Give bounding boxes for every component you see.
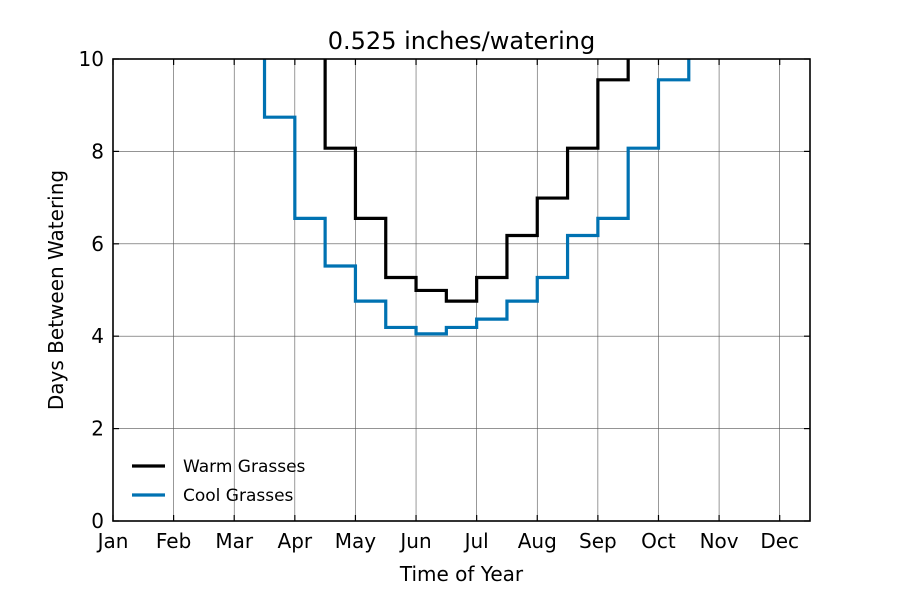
x-tick-label: Apr [278,529,313,553]
x-tick-label: Jul [463,529,489,553]
y-tick-label: 10 [79,47,104,71]
series-line-warm-grasses [323,59,630,303]
x-tick-label: Dec [760,529,799,553]
x-tick-label: Feb [156,529,191,553]
legend-label: Warm Grasses [183,457,306,477]
legend: Warm Grasses Cool Grasses [132,457,306,506]
chart-title: 0.525 inches/watering [328,27,595,55]
x-tick-label: Jan [96,529,129,553]
legend-label: Cool Grasses [183,486,294,506]
x-tick-label: Oct [641,529,676,553]
y-tick-label: 0 [91,509,104,533]
series-layer [262,59,691,336]
y-tick-label: 2 [91,417,104,441]
x-tick-label: Sep [579,529,617,553]
y-tick-label: 8 [91,139,104,163]
x-tick-label: Aug [518,529,557,553]
y-axis-label: Days Between Watering [44,170,68,410]
ticks [112,58,810,522]
plot-frame [112,58,811,522]
x-tick-label: Jun [398,529,431,553]
x-axis-label: Time of Year [399,562,524,586]
x-tick-label: Mar [215,529,254,553]
x-tick-label: May [335,529,377,553]
series-line-cool-grasses [262,59,691,336]
x-tick-label: Nov [700,529,739,553]
tick-labels: Jan Feb Mar Apr May Jun Jul Aug Sep Oct Nov Dec 0 2 4 6… [79,47,800,553]
y-tick-label: 6 [91,232,104,256]
grid [112,59,810,521]
y-tick-label: 4 [91,324,104,348]
